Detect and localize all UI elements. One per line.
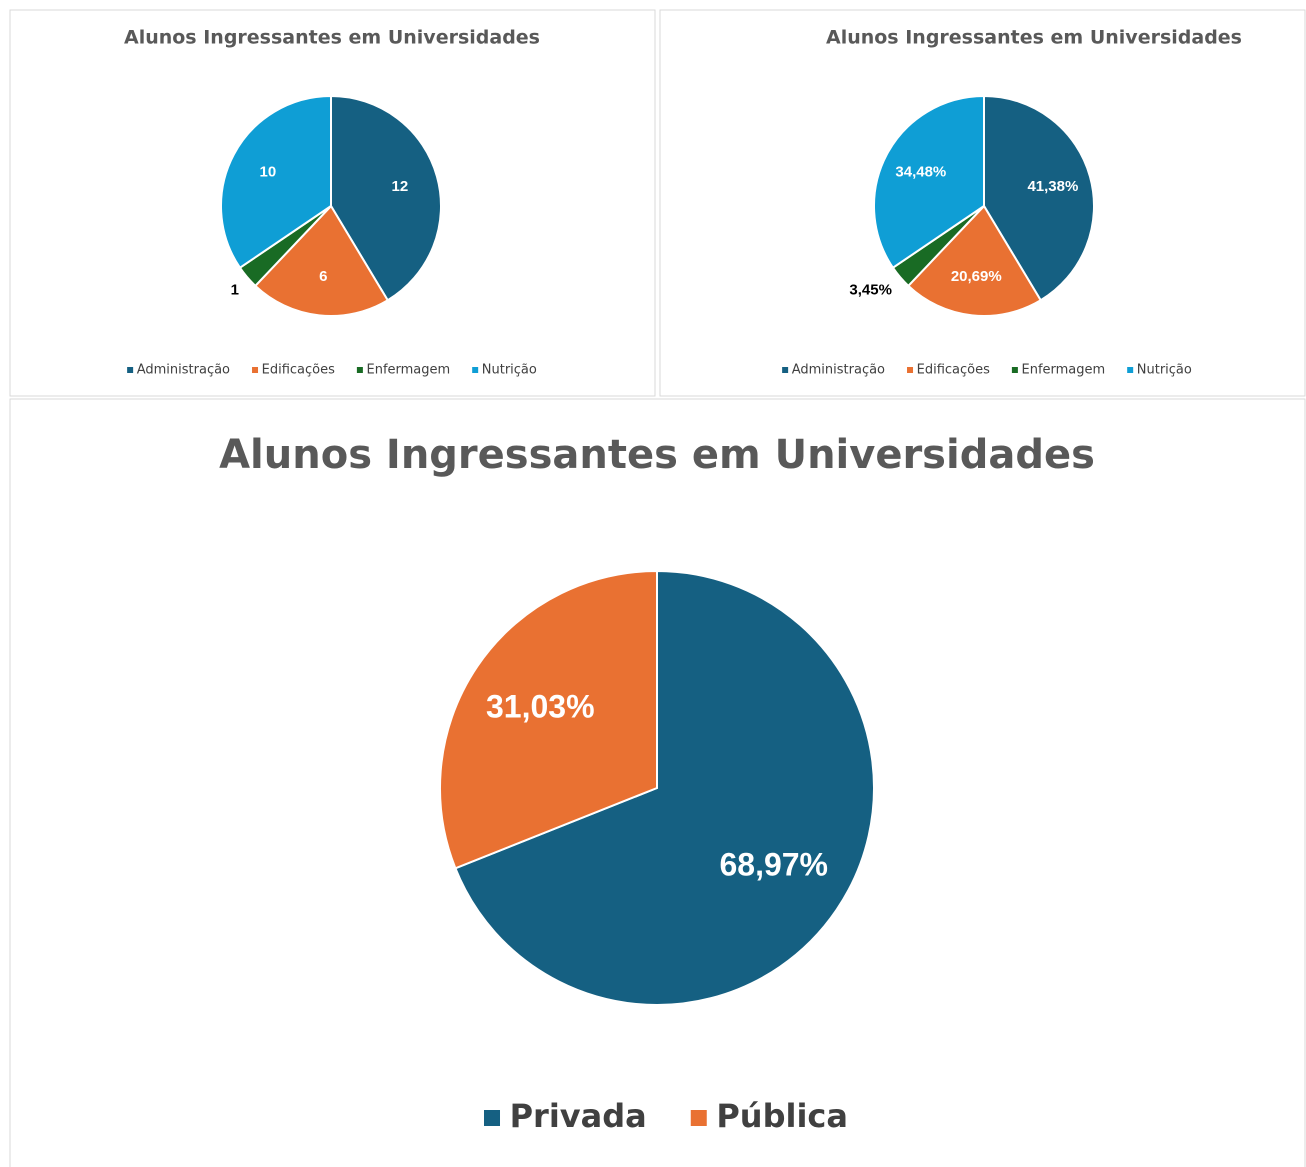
legend-label: Administração [137,363,230,378]
legend-swatch [907,367,914,373]
legend-swatch [690,1110,707,1126]
legend-label: Administração [792,363,885,378]
data-label: 6 [319,268,327,285]
legend-label: Nutrição [1137,363,1192,378]
legend-label: Edificações [917,363,990,378]
pie-slice [220,94,332,270]
data-label: 3,45% [849,282,892,299]
data-label: 31,03% [486,688,595,724]
legend: Administração Edificações Enfermagem Nutriç… [782,363,1192,378]
chart-title: Alunos Ingressantes em Universidades [826,27,1242,49]
legend-swatch [252,367,259,373]
data-label: 10 [259,163,276,180]
legend-label: Nutrição [482,363,537,378]
pie-slice [906,204,1043,317]
legend-label: Enfermagem [366,363,450,378]
legend-label: Pública [716,1097,848,1135]
legend-swatch [484,1110,501,1126]
pie-slice [983,94,1096,302]
data-label: 68,97% [719,847,828,883]
chart-title: Alunos Ingressantes em Universidades [219,432,1095,478]
pie-slice [873,94,985,270]
legend-label: Enfermagem [1021,363,1105,378]
data-label: 12 [392,178,409,195]
data-label: 34,48% [895,163,946,180]
legend-swatch [1011,367,1018,373]
legend-swatch [127,367,134,373]
pie-slice [253,204,390,317]
pie-slice [330,94,442,302]
data-label: 20,69% [951,268,1002,285]
pie-slice [439,569,658,870]
legend-swatch [472,367,479,373]
legend-swatch [356,367,363,373]
pie-slice [454,569,875,1006]
legend-swatch [1127,367,1134,373]
legend: Administração Edificações Enfermagem Nutriç… [127,363,537,378]
legend-label: Privada [510,1097,647,1135]
legend: Privada Pública [484,1097,848,1135]
data-label: 41,38% [1027,178,1078,195]
legend-swatch [782,367,789,373]
data-label: 1 [231,282,239,299]
legend-label: Edificações [262,363,335,378]
chart-title: Alunos Ingressantes em Universidades [124,27,540,49]
